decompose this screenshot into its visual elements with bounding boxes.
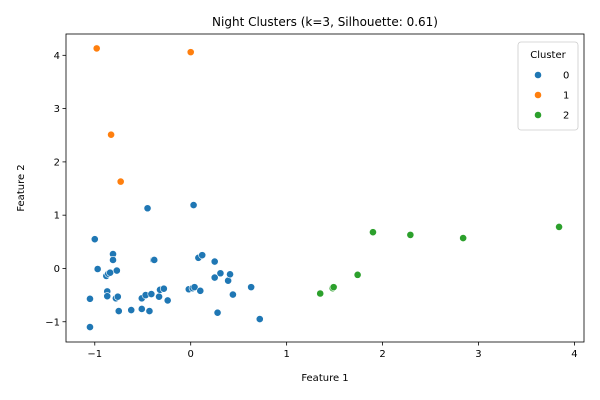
x-tick-label: −1: [87, 349, 102, 360]
points-layer: [86, 44, 563, 331]
data-point-cluster-0: [210, 273, 219, 282]
data-point-cluster-0: [255, 315, 264, 323]
y-axis-label: Feature 2: [16, 164, 27, 211]
x-axis-label: Feature 1: [301, 373, 348, 384]
x-axis: −1 0 1 2 3 4: [87, 342, 578, 360]
data-point-cluster-0: [150, 256, 159, 264]
y-tick-label: 1: [54, 211, 60, 222]
axes-frame: [65, 33, 585, 343]
x-tick-label: 0: [188, 349, 194, 360]
data-point-cluster-0: [147, 290, 156, 298]
data-point-cluster-0: [127, 306, 136, 314]
data-point-cluster-0: [159, 284, 168, 293]
data-point-cluster-0: [210, 257, 219, 266]
data-point-cluster-0: [190, 283, 199, 292]
data-point-cluster-0: [86, 294, 94, 303]
data-point-cluster-0: [229, 290, 237, 299]
data-point-cluster-1: [186, 48, 195, 57]
data-point-cluster-1: [116, 177, 125, 186]
data-point-cluster-2: [369, 228, 377, 237]
data-point-cluster-0: [86, 323, 94, 331]
legend-label-cluster-2: 2: [563, 111, 569, 122]
data-point-cluster-1: [107, 130, 115, 139]
y-tick-label: 3: [54, 104, 60, 115]
data-point-cluster-0: [106, 268, 115, 277]
data-point-cluster-2: [459, 234, 468, 242]
legend: Cluster 0 1 2: [517, 41, 579, 131]
legend-box: [517, 41, 579, 131]
data-point-cluster-0: [137, 305, 146, 313]
legend-marker-cluster-0: [534, 71, 542, 79]
x-tick-label: 2: [379, 349, 385, 360]
data-point-cluster-0: [196, 286, 205, 295]
legend-marker-cluster-1: [534, 91, 542, 99]
data-point-cluster-2: [406, 230, 415, 239]
data-point-cluster-0: [247, 283, 256, 292]
legend-title: Cluster: [530, 50, 566, 61]
y-tick-label: 2: [54, 157, 60, 168]
data-point-cluster-0: [198, 251, 207, 260]
data-point-cluster-0: [213, 308, 222, 317]
data-point-cluster-0: [93, 265, 102, 273]
y-tick-label: 4: [54, 51, 60, 62]
data-point-cluster-0: [113, 292, 122, 301]
y-tick-label: −1: [45, 317, 60, 328]
legend-label-cluster-1: 1: [563, 91, 569, 102]
y-tick-label: 0: [54, 264, 60, 275]
x-tick-label: 3: [475, 349, 481, 360]
data-point-cluster-0: [224, 276, 233, 285]
data-point-cluster-2: [353, 270, 362, 279]
data-point-cluster-0: [112, 266, 121, 275]
x-tick-label: 1: [283, 349, 289, 360]
legend-items: 0 1 2: [534, 71, 569, 122]
legend-label-cluster-0: 0: [563, 71, 569, 82]
data-point-cluster-2: [316, 289, 325, 298]
plot-area: [65, 33, 585, 343]
data-point-cluster-0: [145, 307, 154, 315]
data-point-cluster-0: [103, 292, 112, 301]
legend-marker-cluster-2: [534, 111, 542, 119]
data-point-cluster-0: [189, 201, 198, 209]
data-point-cluster-0: [155, 292, 163, 301]
y-axis: −1 0 1 2 3 4: [45, 51, 66, 328]
data-point-cluster-2: [555, 222, 563, 231]
data-point-cluster-0: [143, 204, 152, 213]
data-point-cluster-1: [92, 44, 101, 53]
data-point-cluster-0: [90, 235, 99, 244]
chart-title: Night Clusters (k=3, Silhouette: 0.61): [212, 15, 438, 29]
data-point-cluster-0: [216, 269, 225, 278]
x-tick-label: 4: [571, 349, 577, 360]
data-point-cluster-0: [163, 296, 172, 305]
data-point-cluster-0: [109, 256, 117, 264]
data-point-cluster-0: [114, 307, 123, 315]
data-point-cluster-2: [329, 283, 338, 292]
data-point-cluster-0: [226, 270, 234, 279]
